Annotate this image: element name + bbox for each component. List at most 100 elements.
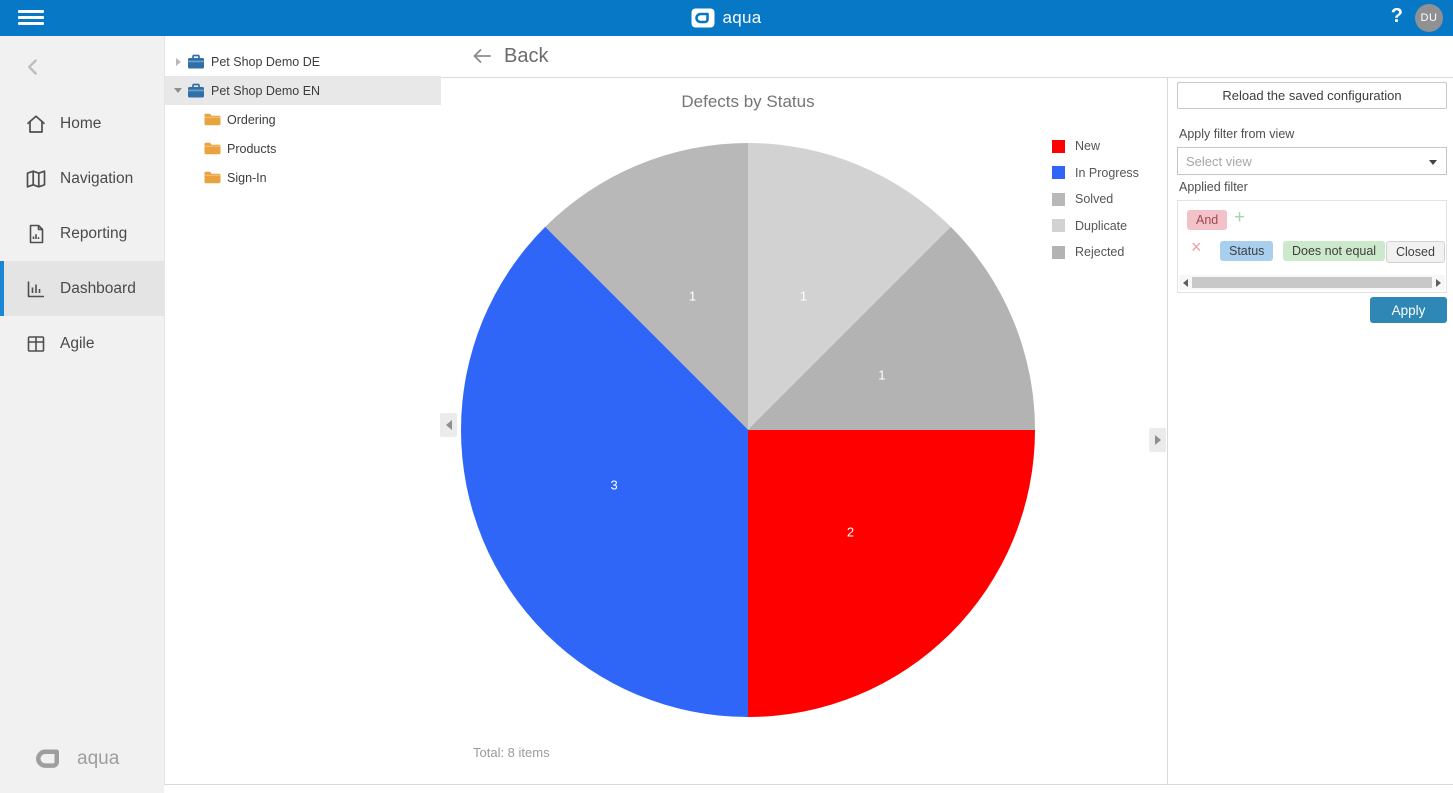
header-divider: [441, 77, 1453, 78]
sidebar-item-dashboard[interactable]: Dashboard: [0, 261, 164, 316]
remove-condition-icon[interactable]: ×: [1191, 237, 1202, 257]
topbar: aqua ? DU: [0, 0, 1453, 36]
legend-swatch: [1052, 192, 1065, 206]
tree-row-folder[interactable]: Sign-In: [165, 163, 441, 192]
sidebar-footer-brand: aqua: [32, 744, 119, 774]
bar-chart-icon: [24, 277, 48, 301]
tree-label: Ordering: [227, 112, 276, 127]
map-icon: [24, 167, 48, 191]
bottom-divider: [164, 784, 1453, 785]
sidebar-item-label: Navigation: [60, 169, 134, 187]
folder-icon: [204, 171, 221, 184]
chevron-left-icon: [28, 59, 37, 75]
pie-slice-label: 2: [846, 524, 855, 540]
folder-icon: [204, 142, 221, 155]
apply-filter-button[interactable]: Apply: [1370, 297, 1447, 323]
tree-label: Sign-In: [227, 170, 267, 185]
legend-label: Rejected: [1075, 245, 1125, 260]
brand-name: aqua: [722, 8, 762, 27]
legend-item[interactable]: Solved: [1052, 186, 1139, 213]
legend-swatch: [1052, 219, 1065, 233]
home-icon: [24, 112, 48, 136]
pie-slice-label: 1: [799, 288, 808, 304]
tree-row-project[interactable]: Pet Shop Demo DE: [165, 47, 441, 76]
sidebar-item-navigation[interactable]: Navigation: [0, 151, 164, 206]
legend-swatch: [1052, 139, 1065, 153]
legend-swatch: [1052, 245, 1065, 259]
back-label: Back: [504, 44, 549, 67]
legend-label: In Progress: [1075, 165, 1139, 180]
sidebar-item-home[interactable]: Home: [0, 96, 164, 151]
chart-legend: New In Progress Solved Duplicate Rejected: [1052, 133, 1139, 266]
select-view-dropdown[interactable]: Select view: [1177, 147, 1447, 175]
collapse-caret-icon[interactable]: [173, 88, 183, 93]
tree-label: Pet Shop Demo EN: [211, 83, 321, 98]
carousel-prev-button[interactable]: [440, 413, 457, 437]
pie-chart[interactable]: 2 3 1 1 1: [461, 143, 1035, 717]
filter-operator-chip[interactable]: Does not equal: [1283, 241, 1386, 261]
board-grid-icon: [24, 332, 48, 356]
expand-caret-icon[interactable]: [173, 57, 183, 66]
sidebar-item-label: Home: [60, 114, 102, 132]
pie-slice-label: 3: [610, 477, 618, 493]
add-condition-icon[interactable]: +: [1234, 207, 1246, 228]
footer-brand-name: aqua: [77, 748, 120, 769]
reload-configuration-button[interactable]: Reload the saved configuration: [1177, 82, 1447, 109]
menu-icon[interactable]: [18, 7, 46, 29]
pie-slice-label: 1: [878, 367, 886, 383]
tree-row-project[interactable]: Pet Shop Demo EN: [165, 76, 441, 105]
filter-field-chip[interactable]: Status: [1220, 241, 1274, 261]
help-icon[interactable]: ?: [1390, 5, 1403, 27]
panel-divider: [1167, 78, 1168, 785]
sidebar: Home Navigation Reporting Dashboard: [0, 36, 164, 793]
legend-item[interactable]: Rejected: [1052, 239, 1139, 266]
chart-total-label: Total: 8 items: [473, 745, 550, 760]
scroll-left-icon[interactable]: [1179, 275, 1192, 290]
triangle-right-icon: [1154, 435, 1161, 445]
sidebar-item-reporting[interactable]: Reporting: [0, 206, 164, 261]
user-avatar[interactable]: DU: [1415, 4, 1443, 32]
sidebar-item-agile[interactable]: Agile: [0, 316, 164, 371]
aqua-logo-gray-icon: [36, 749, 59, 768]
legend-label: Solved: [1075, 192, 1114, 207]
legend-item[interactable]: In Progress: [1052, 160, 1139, 187]
back-header: [441, 36, 1453, 78]
sidebar-item-label: Dashboard: [60, 279, 136, 297]
legend-item[interactable]: New: [1052, 133, 1139, 160]
tree-row-folder[interactable]: Ordering: [165, 105, 441, 134]
aqua-logo-icon: [691, 8, 715, 28]
sidebar-item-label: Reporting: [60, 224, 128, 242]
brand[interactable]: aqua: [0, 0, 1453, 36]
project-icon: [187, 83, 205, 98]
legend-label: Duplicate: [1075, 218, 1128, 233]
legend-label: New: [1075, 139, 1101, 154]
back-button[interactable]: Back: [470, 44, 548, 68]
pie-slice-label: 1: [688, 288, 697, 304]
sidebar-nav: Home Navigation Reporting Dashboard: [0, 96, 164, 371]
scrollbar-thumb[interactable]: [1192, 277, 1432, 288]
triangle-left-icon: [445, 420, 452, 430]
legend-item[interactable]: Duplicate: [1052, 213, 1139, 240]
tree-row-folder[interactable]: Products: [165, 134, 441, 163]
tree-label: Products: [227, 141, 277, 156]
scroll-right-icon[interactable]: [1432, 275, 1445, 290]
select-view-placeholder: Select view: [1186, 154, 1252, 169]
chevron-down-icon: [1429, 160, 1437, 165]
filter-group-operator-chip[interactable]: And: [1187, 210, 1228, 230]
project-icon: [187, 54, 205, 69]
project-tree: Pet Shop Demo DE Pet Shop Demo EN Orderi…: [164, 36, 441, 785]
legend-swatch: [1052, 166, 1065, 180]
sidebar-collapse-button[interactable]: [20, 54, 46, 80]
report-document-icon: [24, 222, 48, 246]
folder-icon: [204, 113, 221, 126]
tree-label: Pet Shop Demo DE: [211, 54, 321, 69]
chart-title: Defects by Status: [681, 92, 815, 111]
apply-filter-from-view-label: Apply filter from view: [1179, 127, 1295, 141]
applied-filter-label: Applied filter: [1179, 180, 1248, 194]
filter-horizontal-scrollbar[interactable]: [1179, 275, 1445, 290]
arrow-left-icon: [473, 49, 491, 63]
filter-value-chip[interactable]: Closed: [1386, 241, 1445, 263]
sidebar-item-label: Agile: [60, 334, 95, 352]
carousel-next-button[interactable]: [1149, 428, 1166, 452]
